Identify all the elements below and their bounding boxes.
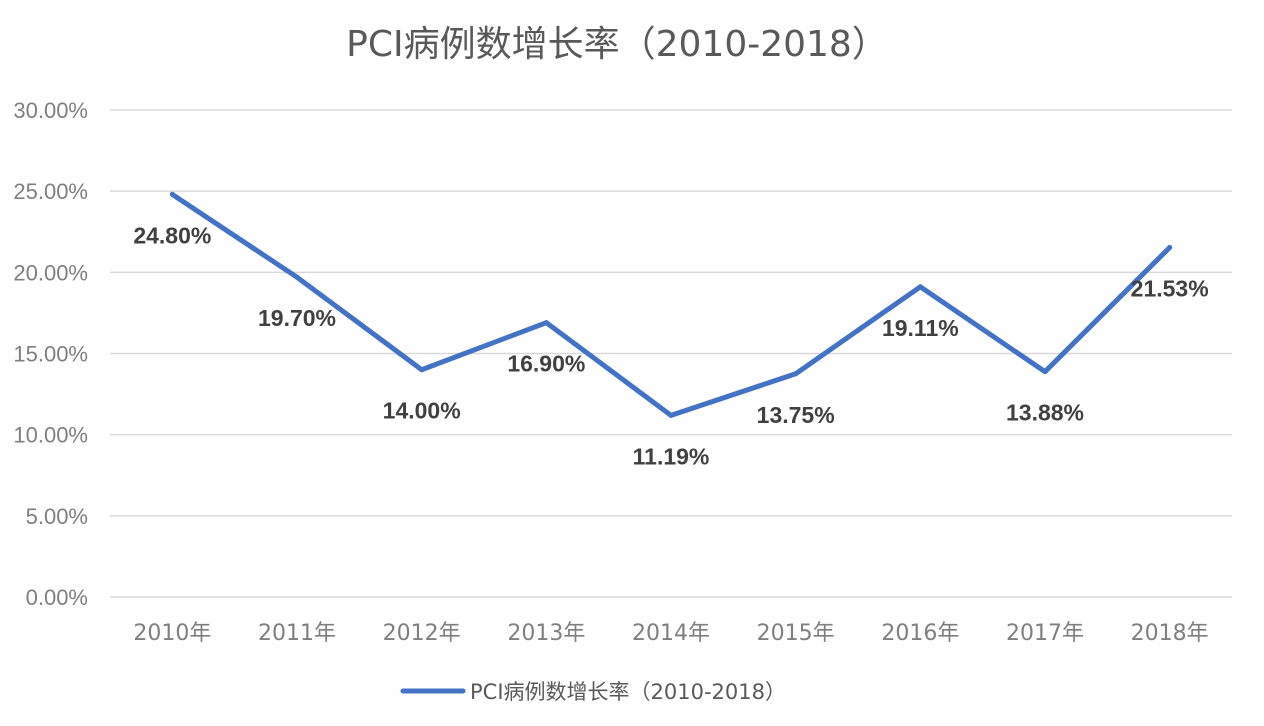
x-tick-label: 2015年 [757, 621, 835, 646]
data-point [543, 320, 549, 326]
y-tick-label: 0.00% [26, 585, 88, 610]
data-label: 24.80% [133, 222, 211, 248]
data-point [668, 412, 674, 418]
data-label: 16.90% [507, 351, 585, 377]
x-tick-label: 2012年 [383, 621, 461, 646]
data-point [169, 191, 175, 197]
y-tick-label: 30.00% [13, 98, 88, 123]
x-tick-label: 2018年 [1131, 621, 1209, 646]
data-point [917, 284, 923, 290]
data-point [294, 274, 300, 280]
x-tick-label: 2014年 [632, 621, 710, 646]
x-tick-label: 2011年 [258, 621, 336, 646]
y-tick-label: 5.00% [26, 504, 88, 529]
data-point [1167, 244, 1173, 250]
y-tick-label: 10.00% [13, 423, 88, 448]
data-point [419, 367, 425, 373]
chart-title: PCI病例数增长率（2010-2018） [346, 24, 888, 65]
data-label: 11.19% [633, 443, 710, 469]
data-label: 13.88% [1006, 400, 1084, 426]
data-point [1042, 369, 1048, 375]
series-group [169, 191, 1173, 418]
legend: PCI病例数增长率（2010-2018） [400, 680, 786, 704]
data-label: 21.53% [1131, 275, 1209, 301]
gridlines [110, 109, 1232, 598]
data-label: 14.00% [383, 398, 461, 424]
legend-label: PCI病例数增长率（2010-2018） [470, 680, 786, 704]
y-tick-label: 25.00% [13, 179, 88, 204]
data-label: 19.70% [258, 305, 336, 331]
y-axis-ticks: 0.00% 5.00% 10.00% 15.00% 20.00% 25.00% 30.00% [13, 98, 88, 610]
x-tick-label: 2013年 [507, 621, 585, 646]
x-tick-label: 2010年 [133, 621, 211, 646]
x-axis-ticks: 2010年 2011年 2012年 2013年 2014年 2015年 2016年 2017年… [133, 621, 1208, 646]
x-tick-label: 2016年 [881, 621, 959, 646]
y-tick-label: 15.00% [13, 342, 88, 367]
x-tick-label: 2017年 [1006, 621, 1084, 646]
data-label: 13.75% [757, 402, 835, 428]
data-point [793, 371, 799, 377]
data-labels: 24.80% 19.70% 14.00% 16.90% 11.19% 13.75% 19.1… [133, 222, 1208, 469]
y-tick-label: 20.00% [13, 260, 88, 285]
data-label: 19.11% [882, 315, 959, 341]
